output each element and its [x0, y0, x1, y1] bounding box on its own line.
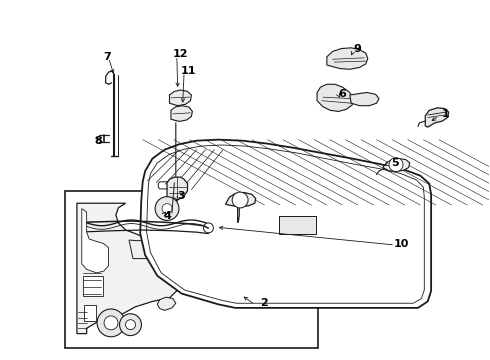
- Circle shape: [232, 192, 248, 208]
- Text: 11: 11: [180, 66, 196, 76]
- Text: 6: 6: [339, 89, 346, 99]
- Bar: [65, 191, 318, 348]
- Text: 10: 10: [393, 239, 409, 249]
- Polygon shape: [205, 243, 220, 258]
- Polygon shape: [327, 48, 368, 69]
- Text: 4: 4: [163, 211, 171, 221]
- Text: 3: 3: [177, 191, 185, 201]
- Polygon shape: [140, 140, 431, 308]
- Text: 12: 12: [173, 49, 189, 59]
- Circle shape: [104, 316, 118, 330]
- Circle shape: [125, 320, 135, 330]
- Text: 1: 1: [442, 109, 450, 119]
- Circle shape: [155, 197, 179, 220]
- Polygon shape: [77, 203, 177, 334]
- Polygon shape: [225, 193, 256, 207]
- Bar: [83, 276, 103, 296]
- Bar: [279, 216, 316, 234]
- Text: 9: 9: [353, 44, 361, 54]
- Polygon shape: [129, 231, 187, 258]
- Bar: [84, 305, 97, 321]
- Polygon shape: [171, 106, 193, 121]
- Text: 2: 2: [260, 298, 268, 308]
- Circle shape: [120, 314, 142, 336]
- Polygon shape: [157, 297, 176, 310]
- Circle shape: [203, 223, 214, 233]
- Polygon shape: [317, 84, 353, 111]
- Polygon shape: [350, 93, 379, 106]
- Polygon shape: [147, 145, 424, 303]
- Circle shape: [389, 158, 403, 172]
- Polygon shape: [425, 108, 449, 127]
- Polygon shape: [170, 90, 192, 106]
- Text: 5: 5: [391, 158, 399, 168]
- Text: 8: 8: [94, 136, 102, 146]
- Circle shape: [162, 204, 172, 213]
- Polygon shape: [383, 158, 410, 171]
- Circle shape: [97, 309, 125, 337]
- Polygon shape: [82, 208, 109, 273]
- Text: 7: 7: [104, 52, 112, 62]
- Polygon shape: [167, 177, 188, 202]
